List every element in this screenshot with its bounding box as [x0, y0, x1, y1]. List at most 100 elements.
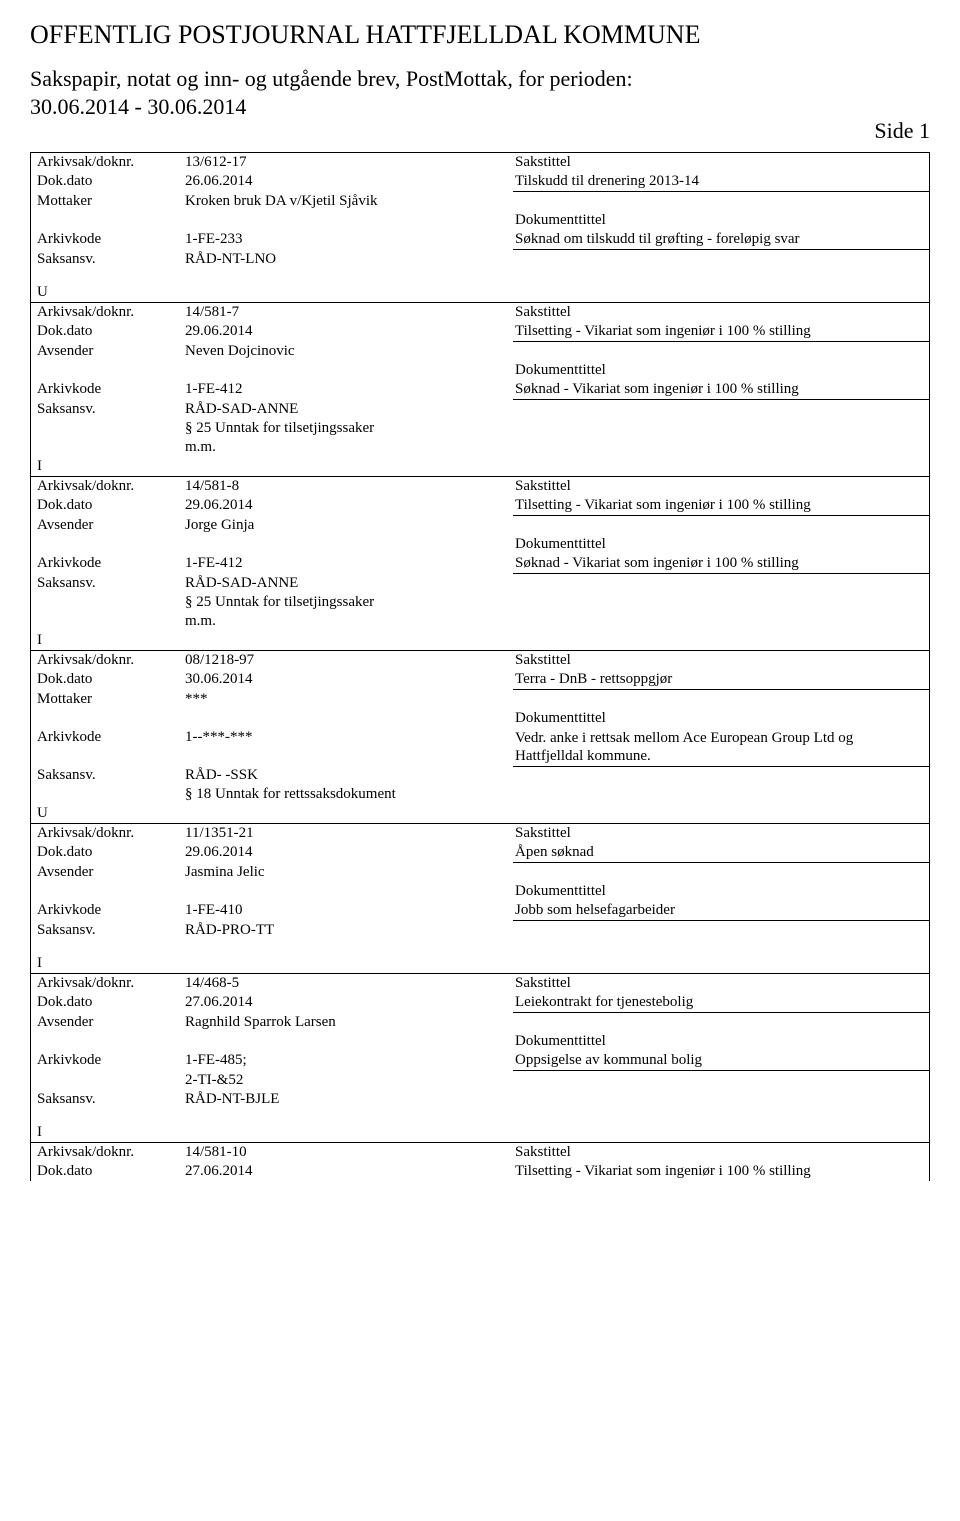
dokdato-label: Dok.dato	[31, 1162, 181, 1181]
page-main-title: OFFENTLIG POSTJOURNAL HATTFJELLDAL KOMMU…	[30, 20, 930, 50]
sakstittel-label: Sakstittel	[511, 477, 929, 496]
journal-entry: Arkivsak/doknr. 14/468-5 Sakstittel Dok.…	[30, 974, 930, 1143]
journal-entry: Arkivsak/doknr. 14/581-7 Sakstittel Dok.…	[30, 303, 930, 477]
doktittel-value: Søknad - Vikariat som ingeniør i 100 % s…	[511, 380, 929, 399]
dokdato-label: Dok.dato	[31, 496, 181, 516]
arkivkode-value: 1-FE-233	[181, 230, 501, 250]
arkivkode-value: 1-FE-412	[181, 554, 501, 574]
party-value: Kroken bruk DA v/Kjetil Sjåvik	[181, 192, 501, 211]
dokdato-label: Dok.dato	[31, 670, 181, 690]
sakstittel-label: Sakstittel	[511, 303, 929, 322]
sakstittel-value: Tilsetting - Vikariat som ingeniør i 100…	[511, 496, 929, 515]
doktittel-value: Jobb som helsefagarbeider	[511, 901, 929, 920]
party-value: Ragnhild Sparrok Larsen	[181, 1013, 501, 1032]
party-value: Neven Dojcinovic	[181, 342, 501, 361]
party-label: Mottaker	[31, 690, 181, 709]
saksansv-value: RÅD-NT-LNO	[181, 250, 501, 269]
sakstittel-label: Sakstittel	[511, 651, 929, 670]
extra-line: m.m.	[181, 438, 501, 457]
saksansv-value: RÅD-NT-BJLE	[181, 1090, 501, 1109]
sakstittel-value: Tilskudd til drenering 2013-14	[511, 172, 929, 191]
doktittel-value: Oppsigelse av kommunal bolig	[511, 1051, 929, 1070]
arkivsak-value: 14/581-10	[181, 1143, 501, 1162]
arkivsak-label: Arkivsak/doknr.	[31, 1143, 181, 1162]
doktittel-label: Dokumenttittel	[511, 535, 929, 554]
doktittel-label: Dokumenttittel	[511, 882, 929, 901]
arkivsak-label: Arkivsak/doknr.	[31, 477, 181, 496]
side-page-label: Side 1	[30, 118, 930, 144]
journal-entry: Arkivsak/doknr. 13/612-17 Sakstittel Dok…	[30, 152, 930, 303]
saksansv-label: Saksansv.	[31, 574, 181, 593]
party-label: Avsender	[31, 863, 181, 882]
arkivsak-value: 14/468-5	[181, 974, 501, 993]
arkivkode-label: Arkivkode	[31, 901, 181, 921]
doktittel-value: Søknad - Vikariat som ingeniør i 100 % s…	[511, 554, 929, 573]
doktittel-value: Søknad om tilskudd til grøfting - forelø…	[511, 230, 929, 249]
dokdato-value: 29.06.2014	[181, 843, 501, 863]
journal-entry: Arkivsak/doknr. 14/581-8 Sakstittel Dok.…	[30, 477, 930, 651]
arkivkode-value: 1--***-***	[181, 728, 501, 766]
arkivkode-value: 1-FE-412	[181, 380, 501, 400]
journal-entry: Arkivsak/doknr. 08/1218-97 Sakstittel Do…	[30, 651, 930, 824]
arkivkode-label: Arkivkode	[31, 1051, 181, 1071]
doktittel-label: Dokumenttittel	[511, 211, 929, 230]
party-label: Avsender	[31, 342, 181, 361]
arkivkode-label: Arkivkode	[31, 230, 181, 250]
dokdato-label: Dok.dato	[31, 322, 181, 342]
entry-prefix: I	[31, 1123, 929, 1142]
sakstittel-value: Tilsetting - Vikariat som ingeniør i 100…	[511, 322, 929, 341]
journal-entry: Arkivsak/doknr. 14/581-10 Sakstittel Dok…	[30, 1143, 930, 1181]
arkivsak-value: 14/581-8	[181, 477, 501, 496]
extra-line: § 18 Unntak for rettssaksdokument	[181, 785, 501, 804]
saksansv-value: RÅD-SAD-ANNE	[181, 574, 501, 593]
doktittel-value: Vedr. anke i rettsak mellom Ace European…	[511, 728, 929, 766]
doktittel-label: Dokumenttittel	[511, 709, 929, 728]
saksansv-value: RÅD-SAD-ANNE	[181, 400, 501, 419]
saksansv-label: Saksansv.	[31, 400, 181, 419]
arkivsak-label: Arkivsak/doknr.	[31, 824, 181, 843]
party-label: Mottaker	[31, 192, 181, 211]
sakstittel-value: Terra - DnB - rettsoppgjør	[511, 670, 929, 689]
extra-line: § 25 Unntak for tilsetjingssaker	[181, 593, 501, 612]
arkivkode-label: Arkivkode	[31, 728, 181, 766]
saksansv-label: Saksansv.	[31, 1090, 181, 1109]
arkivkode-label: Arkivkode	[31, 554, 181, 574]
saksansv-value: RÅD- -SSK	[181, 766, 501, 785]
party-value: ***	[181, 690, 501, 709]
dokdato-value: 27.06.2014	[181, 1162, 501, 1181]
saksansv-label: Saksansv.	[31, 766, 181, 785]
entry-prefix: I	[31, 631, 929, 650]
sakstittel-value: Åpen søknad	[511, 843, 929, 862]
entry-prefix: U	[31, 804, 929, 823]
arkivkode-label: Arkivkode	[31, 380, 181, 400]
sakstittel-value: Tilsetting - Vikariat som ingeniør i 100…	[511, 1162, 929, 1181]
dokdato-label: Dok.dato	[31, 993, 181, 1013]
divider	[513, 766, 929, 767]
arkivsak-value: 08/1218-97	[181, 651, 501, 670]
party-value: Jasmina Jelic	[181, 863, 501, 882]
arkivkode-value: 1-FE-410	[181, 901, 501, 921]
arkivsak-label: Arkivsak/doknr.	[31, 303, 181, 322]
doktittel-label: Dokumenttittel	[511, 1032, 929, 1051]
entry-prefix: U	[31, 283, 929, 302]
dokdato-value: 30.06.2014	[181, 670, 501, 690]
dokdato-value: 26.06.2014	[181, 172, 501, 192]
saksansv-label: Saksansv.	[31, 250, 181, 269]
saksansv-label: Saksansv.	[31, 921, 181, 940]
arkivsak-value: 11/1351-21	[181, 824, 501, 843]
party-label: Avsender	[31, 1013, 181, 1032]
arkivsak-label: Arkivsak/doknr.	[31, 153, 181, 172]
subtitle-line2: 30.06.2014 - 30.06.2014	[30, 94, 930, 120]
arkivkode2-value: 2-TI-&52	[181, 1071, 501, 1090]
dokdato-label: Dok.dato	[31, 172, 181, 192]
dokdato-label: Dok.dato	[31, 843, 181, 863]
sakstittel-label: Sakstittel	[511, 1143, 929, 1162]
sakstittel-label: Sakstittel	[511, 974, 929, 993]
arkivsak-label: Arkivsak/doknr.	[31, 974, 181, 993]
arkivsak-value: 14/581-7	[181, 303, 501, 322]
sakstittel-value: Leiekontrakt for tjenestebolig	[511, 993, 929, 1012]
entry-prefix: I	[31, 457, 929, 476]
arkivkode-value: 1-FE-485;	[181, 1051, 501, 1071]
arkivsak-value: 13/612-17	[181, 153, 501, 172]
party-label: Avsender	[31, 516, 181, 535]
